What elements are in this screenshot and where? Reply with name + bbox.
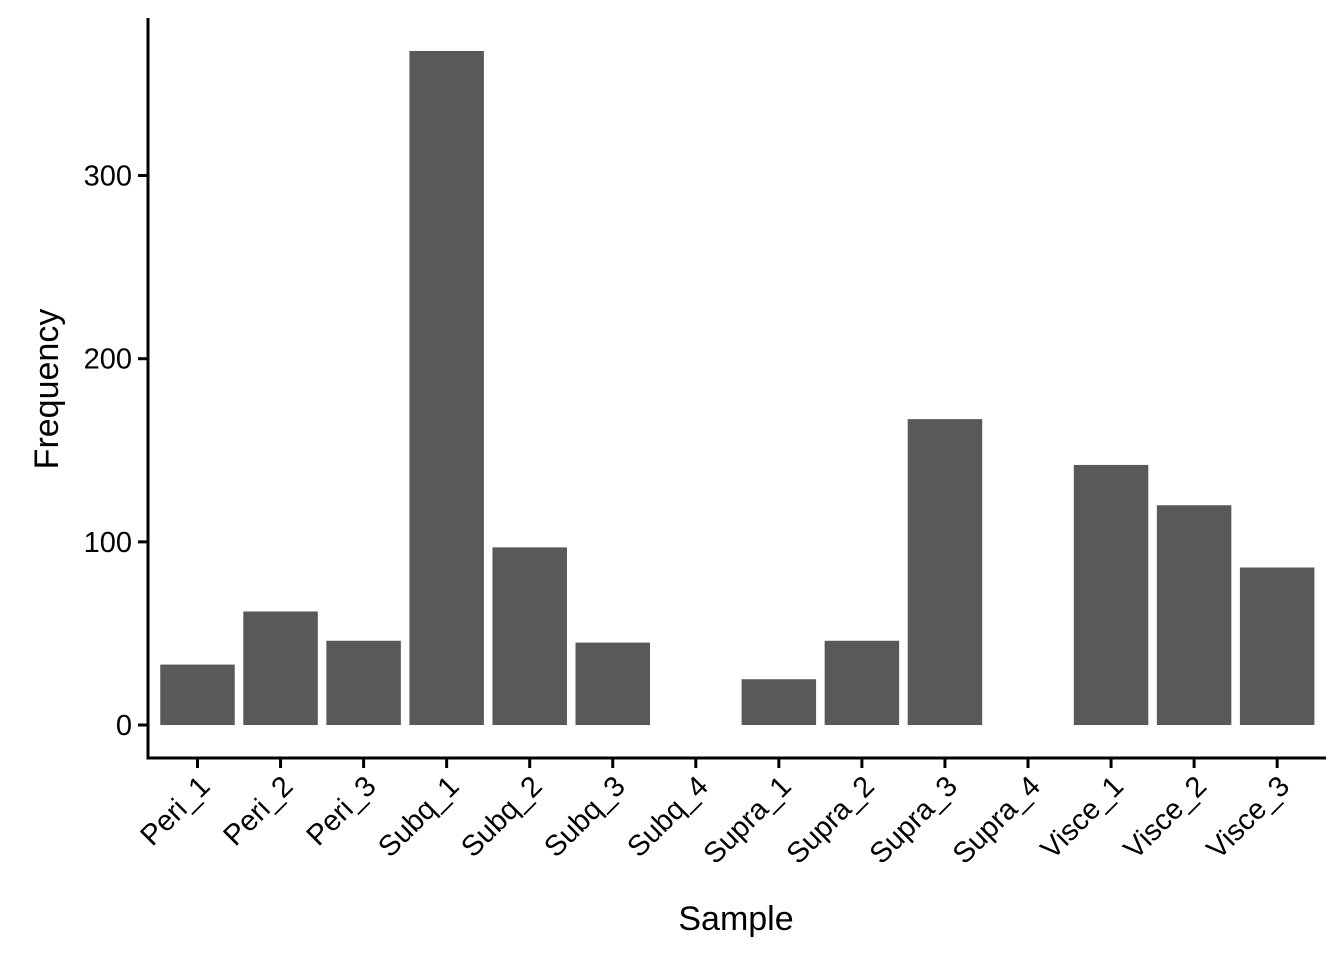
x-axis: Peri_1 Peri_2 Peri_3Subq_1Subq_2Subq_3Subq… (135, 756, 1326, 870)
x-tick-label: Supra_1 (698, 770, 798, 870)
x-tick-label: Subq_3 (538, 770, 631, 863)
x-tick-label: Supra_2 (781, 770, 881, 870)
bar-supra-1 (741, 679, 817, 726)
x-tick-label: Peri_1 (135, 770, 217, 852)
bar-peri-3 (326, 640, 401, 726)
x-tick-label: Peri_3 (301, 770, 383, 852)
bar-peri-2 (243, 611, 318, 726)
x-tick-label: Visce_2 (1118, 770, 1213, 865)
bar-supra-3 (907, 419, 983, 726)
y-tick-label: 0 (116, 710, 132, 742)
x-tick-label: Supra_3 (864, 770, 964, 870)
x-tick-label: Visce_1 (1035, 770, 1130, 865)
y-axis-title: Frequency (28, 309, 66, 470)
y-axis: 0 100 200 300 (84, 18, 150, 760)
x-tick-label: Subq_1 (372, 770, 465, 863)
bar-subq-3 (575, 642, 650, 726)
bars-layer (160, 50, 1315, 726)
bar-visce-2 (1156, 505, 1232, 726)
bar-peri-1 (160, 664, 235, 726)
x-tick-label: Visce_3 (1201, 770, 1296, 865)
y-tick-label: 100 (84, 527, 132, 559)
x-tick-label: Peri_2 (218, 770, 300, 852)
x-axis-title: Sample (678, 900, 793, 938)
bar-supra-2 (824, 640, 900, 726)
y-tick-label: 200 (84, 344, 132, 376)
x-tick-label: Supra_4 (947, 770, 1047, 870)
bar-visce-3 (1239, 567, 1315, 726)
bar-subq-1 (409, 50, 484, 726)
y-tick-label: 300 (84, 161, 132, 193)
bar-visce-1 (1073, 464, 1149, 726)
x-tick-label: Subq_2 (455, 770, 548, 863)
bar-subq-2 (492, 547, 567, 726)
